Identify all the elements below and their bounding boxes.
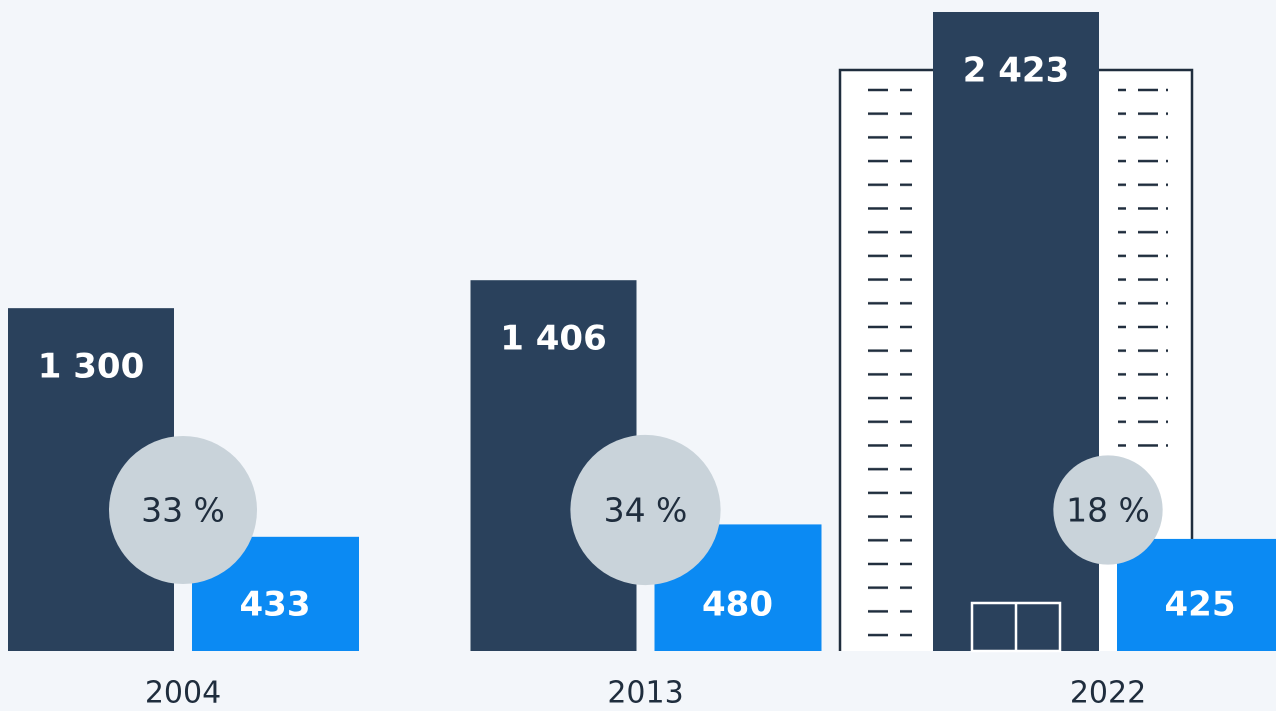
share-label: 33 % [141, 491, 225, 530]
bar [933, 12, 1099, 651]
value-label: 433 [240, 585, 311, 625]
chart: 33 % 1 300 433 2004 34 % 1 406 480 2013 18 % 2 42… [0, 0, 1276, 711]
x-tick-label: 2004 [145, 676, 221, 711]
value-label: 1 300 [38, 347, 144, 387]
value-label: 2 423 [963, 51, 1069, 91]
page: {"chart_data": {"type": "bar", "categori… [0, 0, 1276, 711]
share-label: 18 % [1066, 491, 1150, 530]
value-label: 480 [702, 585, 773, 625]
value-label: 1 406 [500, 319, 606, 359]
value-label: 425 [1165, 585, 1236, 625]
share-label: 34 % [604, 491, 688, 530]
x-tick-label: 2022 [1070, 676, 1146, 711]
x-tick-label: 2013 [607, 676, 683, 711]
